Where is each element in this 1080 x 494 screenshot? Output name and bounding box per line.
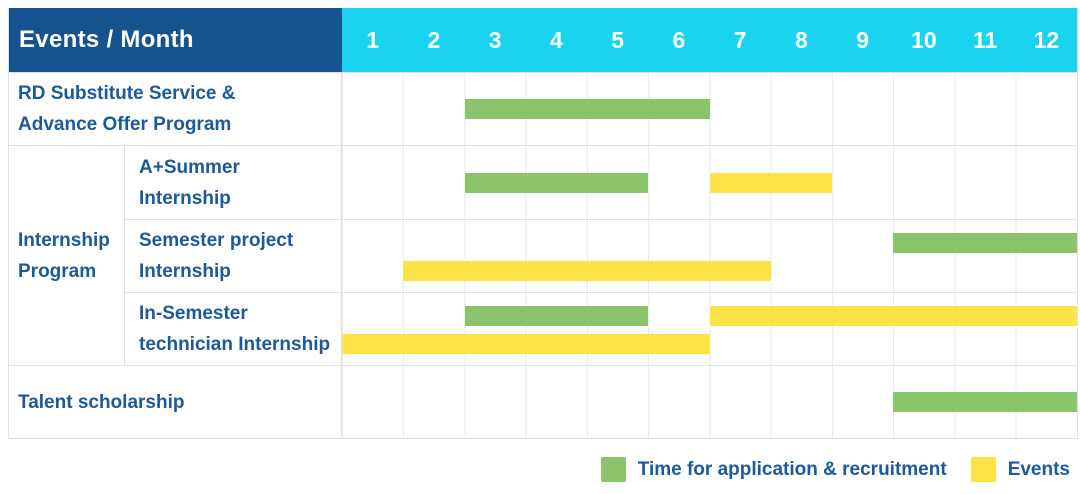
row-label-line: Internship	[139, 187, 231, 209]
timeline-cell	[342, 293, 1077, 365]
row-group-label-line: Program	[18, 260, 97, 282]
row-group-label: Internship Program	[9, 146, 125, 365]
events-month-table: Events / Month 1 2 3 4 5 6 7 8 9 10 11 12 RD Substi…	[8, 8, 1078, 439]
gantt-row: RD Substitute Service & Advance Offer Pro…	[9, 72, 1077, 145]
month-header-cell: 12	[1033, 26, 1060, 53]
row-label-line: RD Substitute Service &	[18, 83, 236, 104]
gantt-bar-yellow	[709, 172, 832, 193]
row-label-line: Advance Offer Program	[18, 114, 232, 135]
timeline-cell	[342, 146, 1077, 219]
row-label-line: A+Summer	[139, 156, 240, 178]
group-sub-rows: A+Summer Internship Semester project Intern…	[125, 146, 1077, 365]
timeline-cell	[342, 220, 1077, 292]
month-header-cell: 2	[427, 26, 441, 53]
timeline-cell	[342, 73, 1077, 145]
row-label-line: Internship	[139, 261, 231, 282]
legend-item: Time for application & recruitment	[600, 457, 947, 482]
month-header-cell: 1	[366, 26, 380, 53]
gantt-bar-green	[893, 392, 1077, 412]
legend-item: Events	[970, 457, 1070, 482]
row-label: RD Substitute Service & Advance Offer Pro…	[9, 73, 342, 145]
gantt-bar-yellow	[342, 334, 710, 354]
month-header-cell: 10	[911, 26, 937, 53]
gantt-bar-green	[464, 99, 710, 119]
gantt-bar-yellow	[709, 306, 1077, 326]
gantt-bar-yellow	[403, 261, 771, 281]
row-group-label-line: Internship	[18, 229, 110, 251]
gantt-bar-green	[464, 172, 649, 193]
gantt-row: Semester project Internship	[125, 219, 1077, 292]
row-label: Semester project Internship	[125, 220, 342, 292]
row-label: In-Semester technician Internship	[125, 293, 342, 365]
table-title: Events / Month	[9, 8, 342, 72]
month-header-cell: 11	[972, 26, 998, 53]
month-header-cell: 3	[488, 26, 502, 53]
gantt-row: Talent scholarship	[9, 365, 1077, 438]
table-header-row: Events / Month 1 2 3 4 5 6 7 8 9 10 11 12	[9, 8, 1077, 72]
legend-swatch-yellow	[970, 457, 996, 482]
gantt-row: In-Semester technician Internship	[125, 292, 1077, 365]
row-label-line: Semester project	[139, 230, 294, 251]
gantt-bar-green	[893, 233, 1077, 253]
month-header-cell: 5	[611, 26, 625, 53]
month-header-cell: 7	[733, 26, 747, 53]
legend: Time for application & recruitment Events	[600, 457, 1070, 482]
month-header-cell: 4	[549, 26, 563, 53]
timeline-cell	[342, 366, 1077, 438]
row-label-line: Talent scholarship	[18, 391, 185, 413]
row-label: Talent scholarship	[9, 366, 342, 438]
row-label: A+Summer Internship	[125, 146, 342, 219]
gantt-row-group: Internship Program A+Summer Internship Semes…	[9, 145, 1077, 365]
month-header: 1 2 3 4 5 6 7 8 9 10 11 12	[342, 8, 1077, 72]
legend-label: Time for application & recruitment	[637, 458, 947, 480]
legend-label: Events	[1007, 458, 1070, 480]
legend-swatch-green	[600, 457, 626, 482]
row-label-line: In-Semester	[139, 303, 248, 324]
table-body: RD Substitute Service & Advance Offer Pro…	[9, 72, 1077, 438]
month-header-cell: 6	[672, 26, 686, 53]
row-label-line: technician Internship	[139, 334, 331, 355]
month-header-cell: 9	[856, 26, 870, 53]
month-header-cell: 8	[794, 26, 808, 53]
gantt-bar-green	[464, 306, 649, 326]
gantt-row: A+Summer Internship	[125, 146, 1077, 219]
